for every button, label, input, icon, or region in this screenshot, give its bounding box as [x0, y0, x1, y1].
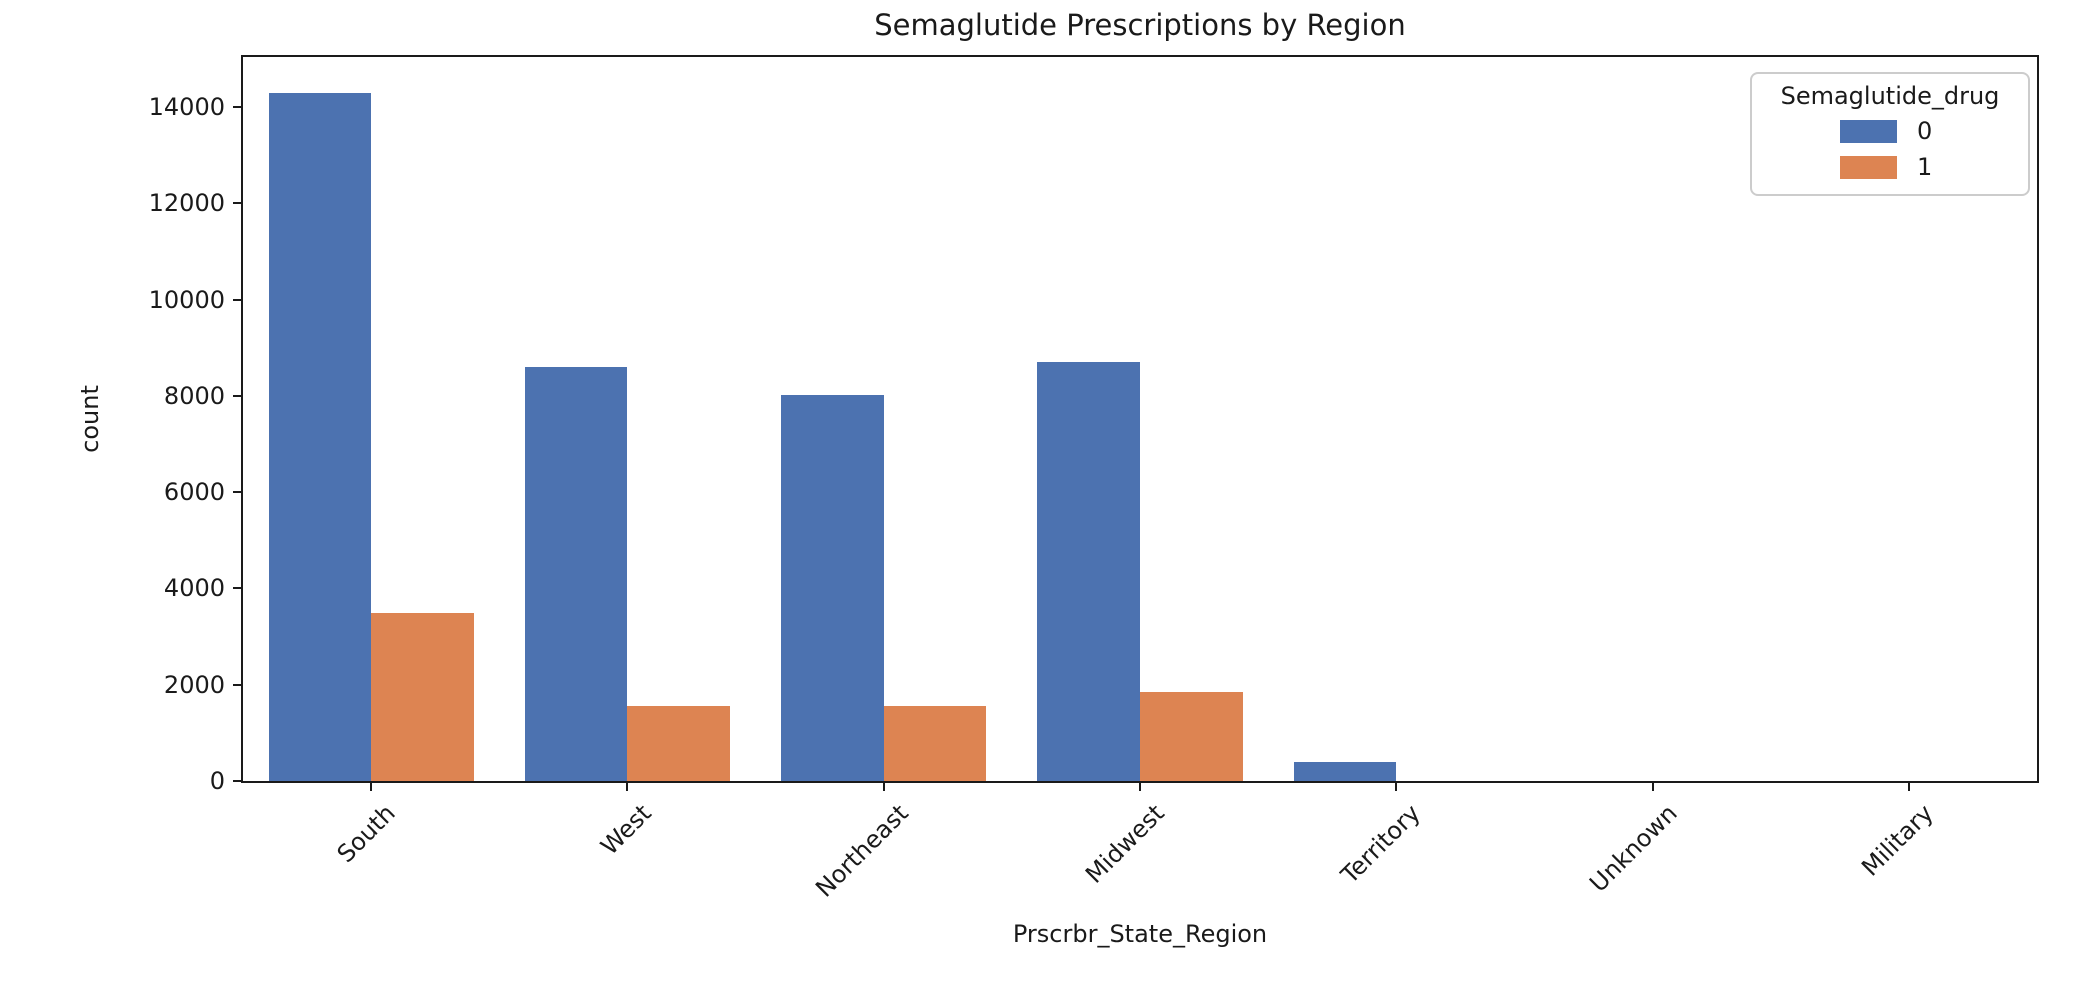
y-tick-label: 8000 [163, 381, 225, 410]
bar-northeast-series-1 [883, 705, 987, 781]
x-tick-mark [626, 783, 629, 791]
bar-west-series-1 [627, 705, 730, 781]
x-tick-mark [1651, 783, 1654, 791]
x-tick-mark [1395, 783, 1398, 791]
legend-entry-label: 0 [1917, 117, 1933, 145]
y-tick-mark [233, 106, 241, 109]
y-tick-mark [233, 780, 241, 782]
bar-south-series-1 [371, 612, 474, 781]
y-tick-label: 2000 [163, 670, 225, 699]
x-tick-mark [1907, 783, 1910, 791]
x-axis-label: Prscrbr_State_Region [1012, 920, 1268, 948]
y-tick-label: 4000 [163, 574, 225, 603]
bar-territory-series-0 [1293, 761, 1397, 781]
x-tick-mark [1139, 783, 1141, 791]
x-tick-label: Unknown [1583, 799, 1683, 898]
bar-midwest-series-0 [1037, 362, 1140, 781]
x-tick-mark [882, 783, 885, 791]
y-tick-label: 6000 [163, 478, 225, 507]
legend-swatch-icon [1840, 155, 1897, 179]
y-tick-label: 10000 [148, 285, 225, 314]
y-tick-label: 14000 [148, 93, 225, 122]
plot-area [241, 55, 2039, 783]
x-tick-label: Military [1855, 799, 1939, 882]
x-tick-label: Midwest [1080, 799, 1170, 889]
chart-title: Semaglutide Prescriptions by Region [874, 8, 1406, 42]
legend-item-1: 1 [1840, 153, 2016, 181]
legend-swatch-icon [1840, 119, 1897, 143]
bar-midwest-series-1 [1140, 691, 1243, 781]
x-tick-label: Northeast [809, 799, 914, 903]
y-tick-mark [233, 683, 241, 686]
bar-south-series-0 [268, 92, 372, 781]
legend-item-0: 0 [1840, 117, 2016, 145]
y-tick-mark [233, 587, 241, 590]
y-tick-mark [233, 491, 241, 494]
legend-title: Semaglutide_drug [1780, 82, 2000, 110]
legend-entry-label: 1 [1917, 153, 1933, 181]
x-tick-mark [370, 783, 373, 791]
bar-northeast-series-0 [781, 394, 884, 781]
y-tick-label: 12000 [148, 189, 225, 218]
x-tick-label: West [595, 799, 658, 861]
y-tick-mark [233, 298, 241, 301]
y-tick-label: 0 [209, 767, 225, 795]
y-tick-mark [233, 202, 241, 205]
x-tick-label: Territory [1335, 799, 1427, 890]
bar-west-series-0 [524, 367, 628, 781]
y-tick-mark [233, 394, 241, 397]
x-tick-label: South [331, 799, 401, 869]
